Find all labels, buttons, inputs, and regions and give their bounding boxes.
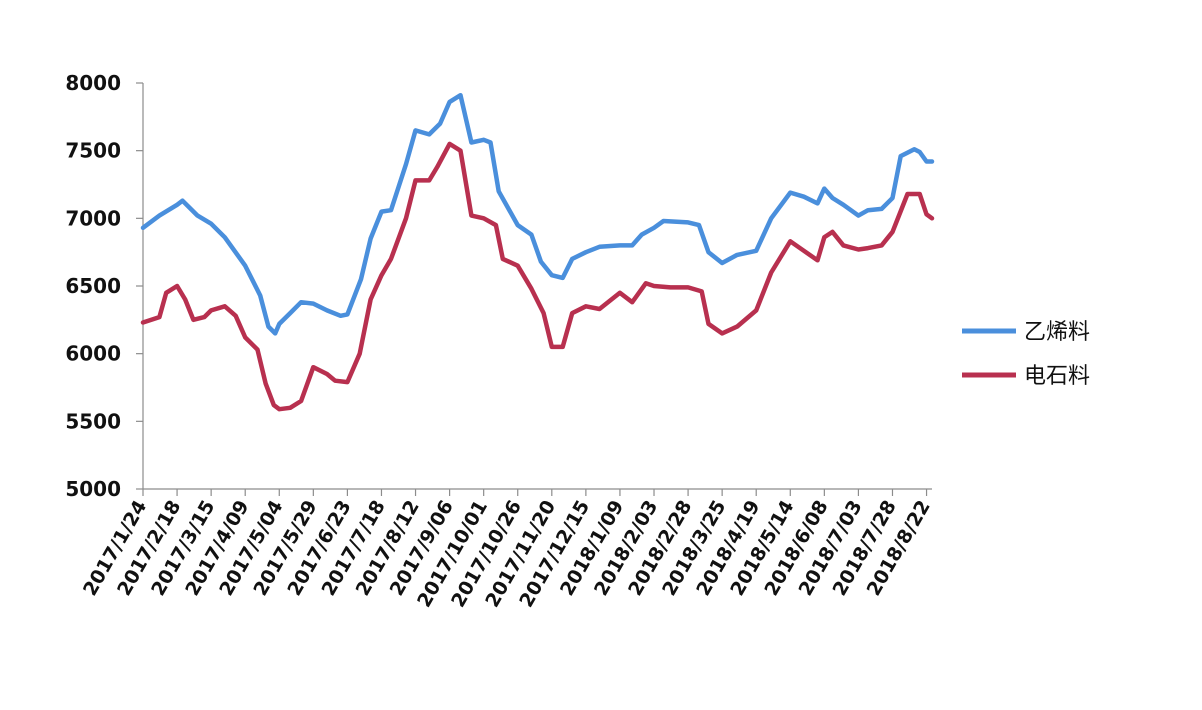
y-tick-label: 8000 [65,71,121,95]
legend-label-ethylene: 乙烯料 [1024,320,1090,345]
series-line-ethylene [140,92,935,336]
y-axis: 5000 5500 6000 6500 7000 7500 8000 [65,71,144,501]
x-axis: 2017/1/242017/2/182017/3/152017/4/092017… [79,488,935,611]
y-tick-label: 5500 [65,409,121,433]
y-tick-label: 6000 [65,342,121,366]
series-layer [140,92,935,412]
legend: 乙烯料 电石料 [962,320,1090,389]
y-tick-label: 7500 [65,139,121,163]
legend-label-calcium-carbide: 电石料 [1024,364,1090,389]
y-tick-label: 6500 [65,274,121,298]
y-tick-label: 7000 [65,206,121,230]
series-line-calcium-carbide [140,141,935,412]
y-tick-label: 5000 [65,477,121,501]
